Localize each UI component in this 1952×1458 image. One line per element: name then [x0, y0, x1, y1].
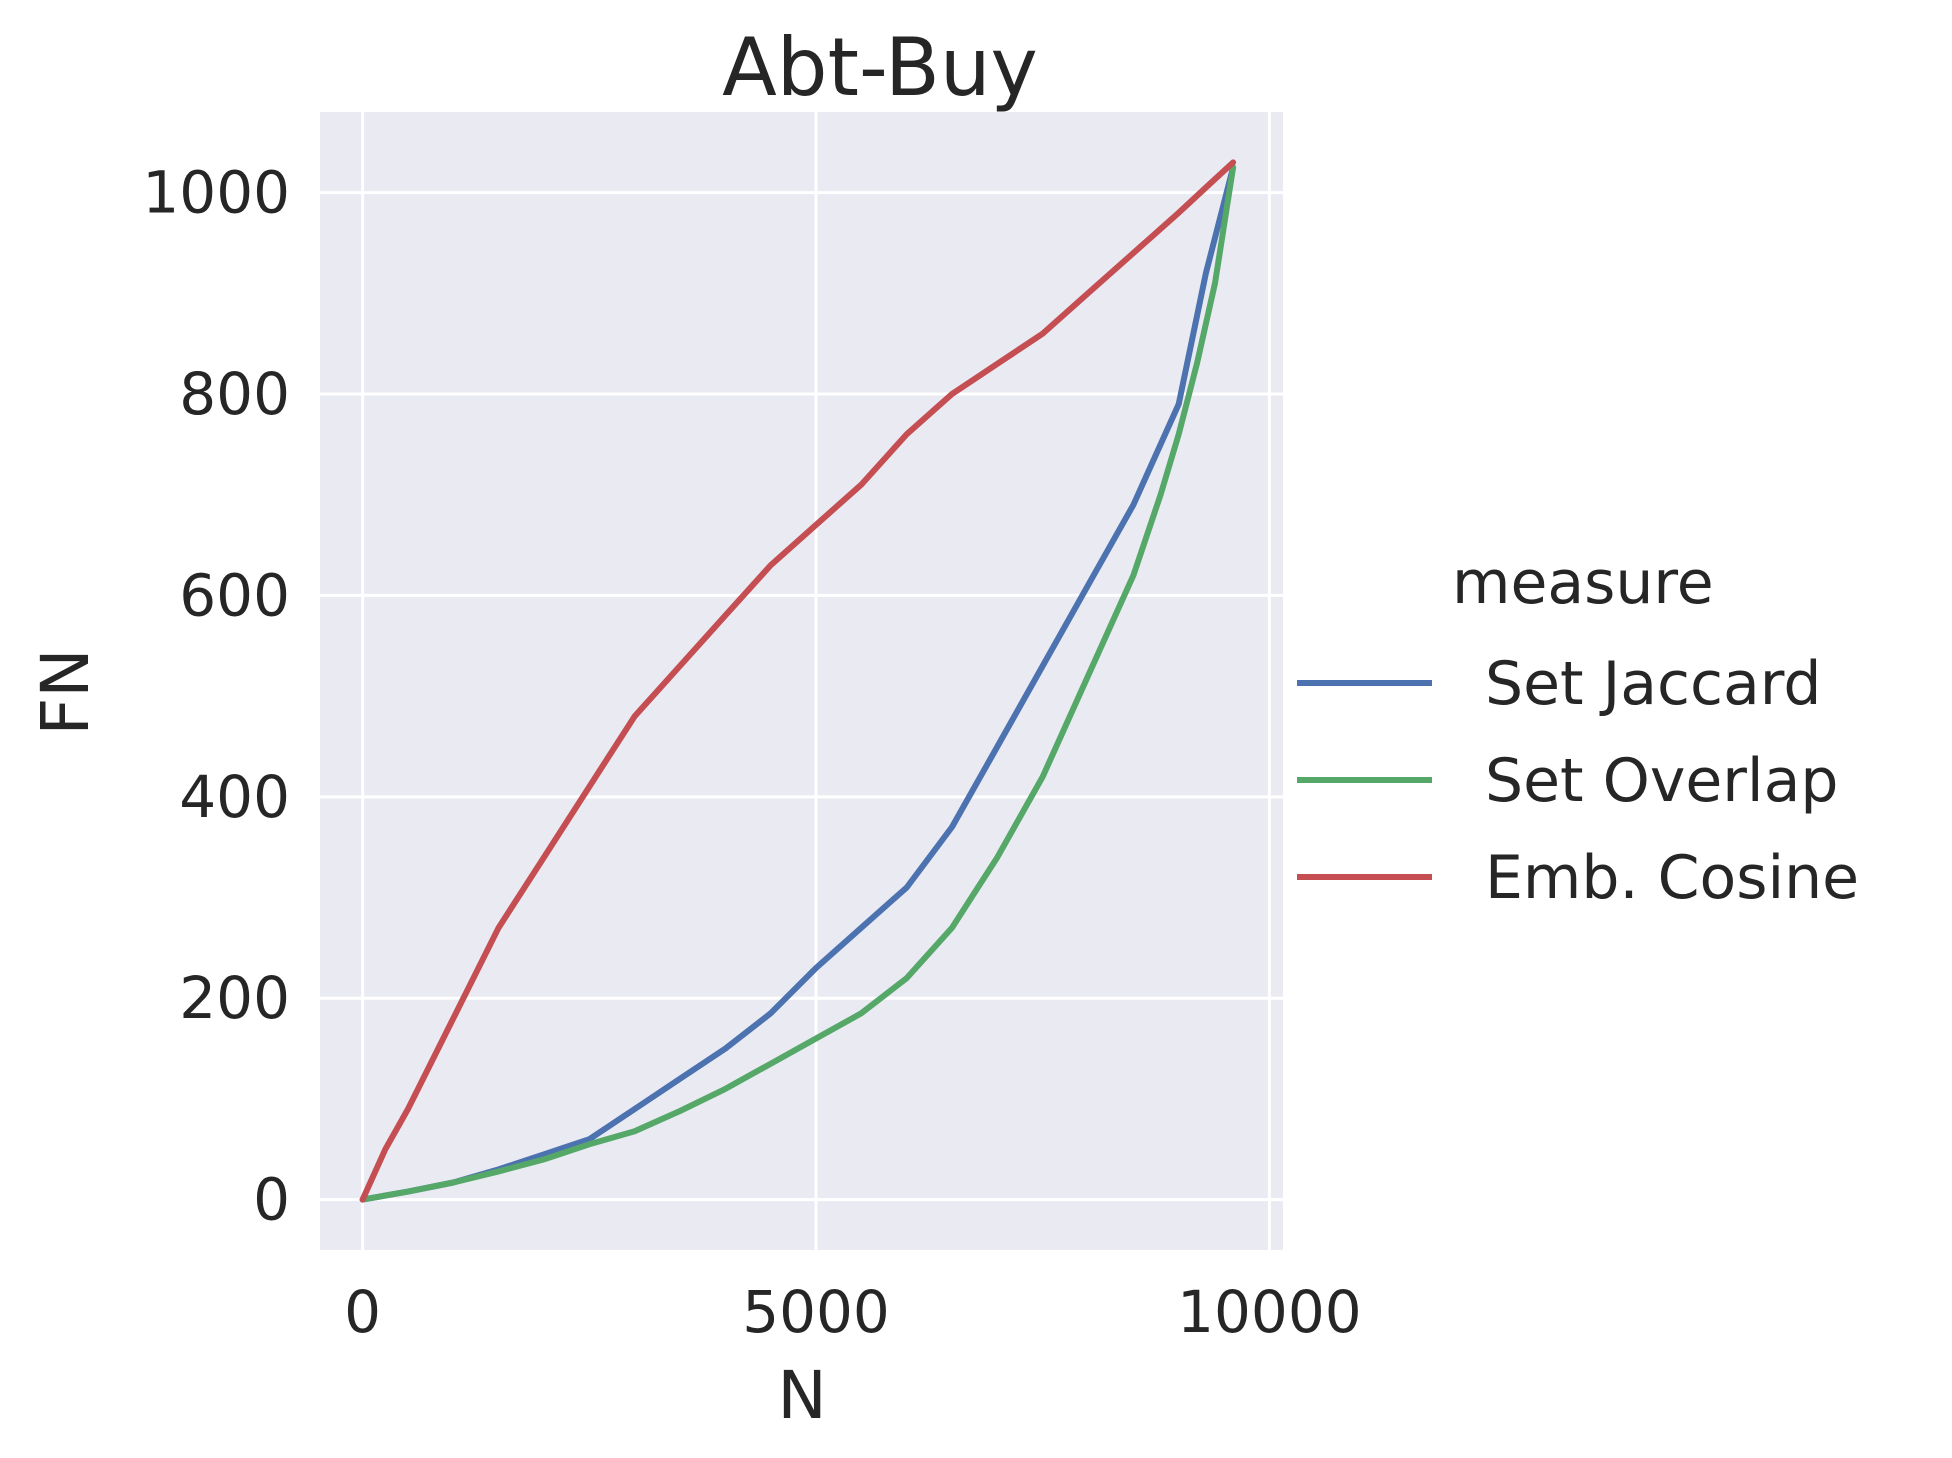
grid [320, 112, 1283, 1250]
y-tick-label: 200 [179, 964, 290, 1032]
series-line-2 [359, 159, 1237, 1203]
chart-title: Abt-Buy [722, 21, 1038, 114]
y-tick-label: 400 [179, 763, 290, 831]
y-tick-label: 1000 [142, 159, 290, 227]
x-tick-labels: 0 5000 10000 [344, 1278, 1361, 1346]
legend-label-2: Emb. Cosine [1485, 843, 1859, 913]
x-tick-label: 10000 [1177, 1278, 1362, 1346]
x-tick-label: 0 [344, 1278, 381, 1346]
y-tick-label: 600 [179, 561, 290, 629]
y-axis-label: FN [27, 648, 104, 735]
y-tick-labels: 0 200 400 600 800 1000 [142, 159, 290, 1234]
x-axis-label: N [777, 1357, 826, 1434]
plot-background [320, 112, 1283, 1250]
legend: measure Set Jaccard Set Overlap Emb. Cosin… [1297, 548, 1859, 913]
y-tick-label: 800 [179, 360, 290, 428]
legend-label-1: Set Overlap [1485, 746, 1838, 816]
series-line-1 [359, 164, 1237, 1203]
x-tick-label: 5000 [742, 1278, 890, 1346]
series-lines [359, 159, 1237, 1203]
y-tick-label: 0 [253, 1166, 290, 1234]
legend-title: measure [1452, 548, 1714, 618]
legend-label-0: Set Jaccard [1485, 649, 1822, 719]
